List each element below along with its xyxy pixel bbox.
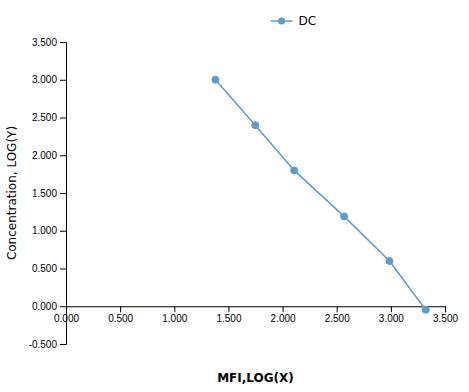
y-tick: 0.000 <box>32 301 66 312</box>
x-tick: 3.000 <box>379 306 404 324</box>
y-tick: 0.500 <box>32 263 66 274</box>
y-tick-mark <box>60 306 66 307</box>
x-tick-mark <box>228 306 229 312</box>
x-tick-mark <box>174 306 175 312</box>
y-tick-label: -0.500 <box>29 339 58 350</box>
x-tick: 2.500 <box>325 306 350 324</box>
data-point <box>341 213 348 220</box>
y-tick-mark <box>60 344 66 345</box>
y-tick: 1.500 <box>32 188 66 199</box>
x-tick: 0.000 <box>54 306 79 324</box>
chart: -0.500 0.000 0.500 1.000 1.500 2.000 2.500 3.00… <box>0 0 469 392</box>
x-tick-mark <box>120 306 121 312</box>
y-tick-mark <box>60 118 66 119</box>
x-tick-mark <box>337 306 338 312</box>
y-tick: 2.000 <box>32 150 66 161</box>
legend-swatch-marker <box>278 18 285 25</box>
y-tick-label: 2.000 <box>32 150 57 161</box>
y-tick-mark <box>60 42 66 43</box>
y-tick-label: 0.500 <box>32 263 57 274</box>
y-tick: 2.500 <box>32 112 66 123</box>
y-tick: 1.000 <box>32 225 66 236</box>
data-point <box>212 76 219 83</box>
x-tick-label: 2.000 <box>271 313 296 324</box>
x-tick-mark <box>66 306 67 312</box>
x-tick-mark <box>283 306 284 312</box>
x-tick: 1.500 <box>216 306 241 324</box>
y-tick-label: 1.500 <box>32 188 57 199</box>
y-tick-mark <box>60 269 66 270</box>
x-tick-label: 1.000 <box>162 313 187 324</box>
y-tick-label: 1.000 <box>32 225 57 236</box>
data-point <box>291 167 298 174</box>
y-tick-mark <box>60 193 66 194</box>
x-tick-mark <box>391 306 392 312</box>
y-tick-label: 0.000 <box>32 301 57 312</box>
x-tick: 0.500 <box>108 306 133 324</box>
y-tick-label: 2.500 <box>32 112 57 123</box>
x-tick-label: 3.000 <box>379 313 404 324</box>
x-tick-mark <box>445 306 446 312</box>
y-tick-label: 3.000 <box>32 74 57 85</box>
y-tick-mark <box>60 155 66 156</box>
marks <box>212 76 429 313</box>
y-axis: -0.500 0.000 0.500 1.000 1.500 2.000 2.500 3.00… <box>29 37 67 350</box>
y-tick: 3.000 <box>32 74 66 85</box>
x-tick-label: 0.000 <box>54 313 79 324</box>
y-tick-mark <box>60 231 66 232</box>
x-tick-label: 2.500 <box>325 313 350 324</box>
x-tick-label: 1.500 <box>216 313 241 324</box>
plot: -0.500 0.000 0.500 1.000 1.500 2.000 2.500 3.00… <box>29 37 459 350</box>
y-tick-label: 3.500 <box>32 37 57 48</box>
y-tick-mark <box>60 80 66 81</box>
x-tick-label: 3.500 <box>433 313 458 324</box>
y-axis-title: Concentration, LOG(Y) <box>5 126 19 260</box>
data-point <box>252 122 259 129</box>
y-tick: 3.500 <box>32 37 66 48</box>
legend: DC <box>271 14 317 28</box>
legend-label: DC <box>299 14 317 28</box>
x-axis: 0.000 0.500 1.000 1.500 2.000 2.500 3.000 3.500 <box>54 306 458 324</box>
data-point <box>422 306 429 313</box>
x-tick: 3.500 <box>433 306 458 324</box>
x-tick: 2.000 <box>271 306 296 324</box>
series-line <box>215 80 425 310</box>
y-axis-line <box>60 43 67 345</box>
data-point <box>386 257 393 264</box>
legend-item: DC <box>271 14 317 28</box>
y-tick: -0.500 <box>29 339 66 350</box>
x-tick: 1.000 <box>162 306 187 324</box>
x-axis-line <box>67 307 446 313</box>
x-tick-label: 0.500 <box>108 313 133 324</box>
x-axis-title: MFI,LOG(X) <box>217 371 294 385</box>
